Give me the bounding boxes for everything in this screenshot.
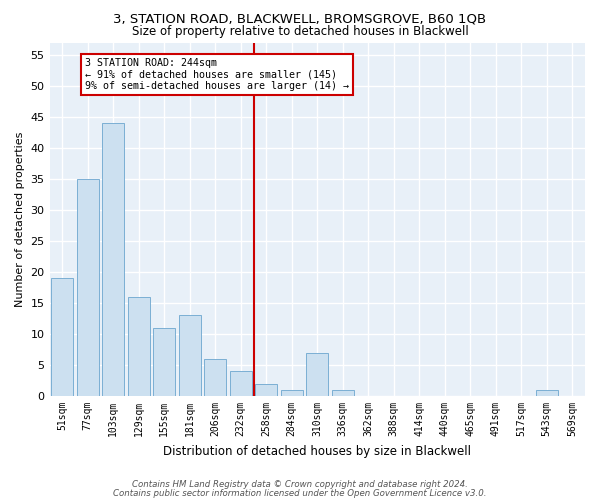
Text: 3, STATION ROAD, BLACKWELL, BROMSGROVE, B60 1QB: 3, STATION ROAD, BLACKWELL, BROMSGROVE, …	[113, 12, 487, 26]
Bar	[128, 297, 149, 396]
Text: 3 STATION ROAD: 244sqm
← 91% of detached houses are smaller (145)
9% of semi-det: 3 STATION ROAD: 244sqm ← 91% of detached…	[85, 58, 349, 91]
Bar	[103, 123, 124, 396]
Y-axis label: Number of detached properties: Number of detached properties	[15, 132, 25, 307]
Bar	[307, 352, 328, 396]
X-axis label: Distribution of detached houses by size in Blackwell: Distribution of detached houses by size …	[163, 444, 471, 458]
Bar	[154, 328, 175, 396]
Text: Contains public sector information licensed under the Open Government Licence v3: Contains public sector information licen…	[113, 489, 487, 498]
Bar	[230, 371, 251, 396]
Bar	[205, 359, 226, 396]
Bar	[77, 179, 98, 396]
Text: Size of property relative to detached houses in Blackwell: Size of property relative to detached ho…	[131, 25, 469, 38]
Bar	[52, 278, 73, 396]
Bar	[179, 316, 200, 396]
Bar	[536, 390, 557, 396]
Text: Contains HM Land Registry data © Crown copyright and database right 2024.: Contains HM Land Registry data © Crown c…	[132, 480, 468, 489]
Bar	[256, 384, 277, 396]
Bar	[281, 390, 302, 396]
Bar	[332, 390, 353, 396]
